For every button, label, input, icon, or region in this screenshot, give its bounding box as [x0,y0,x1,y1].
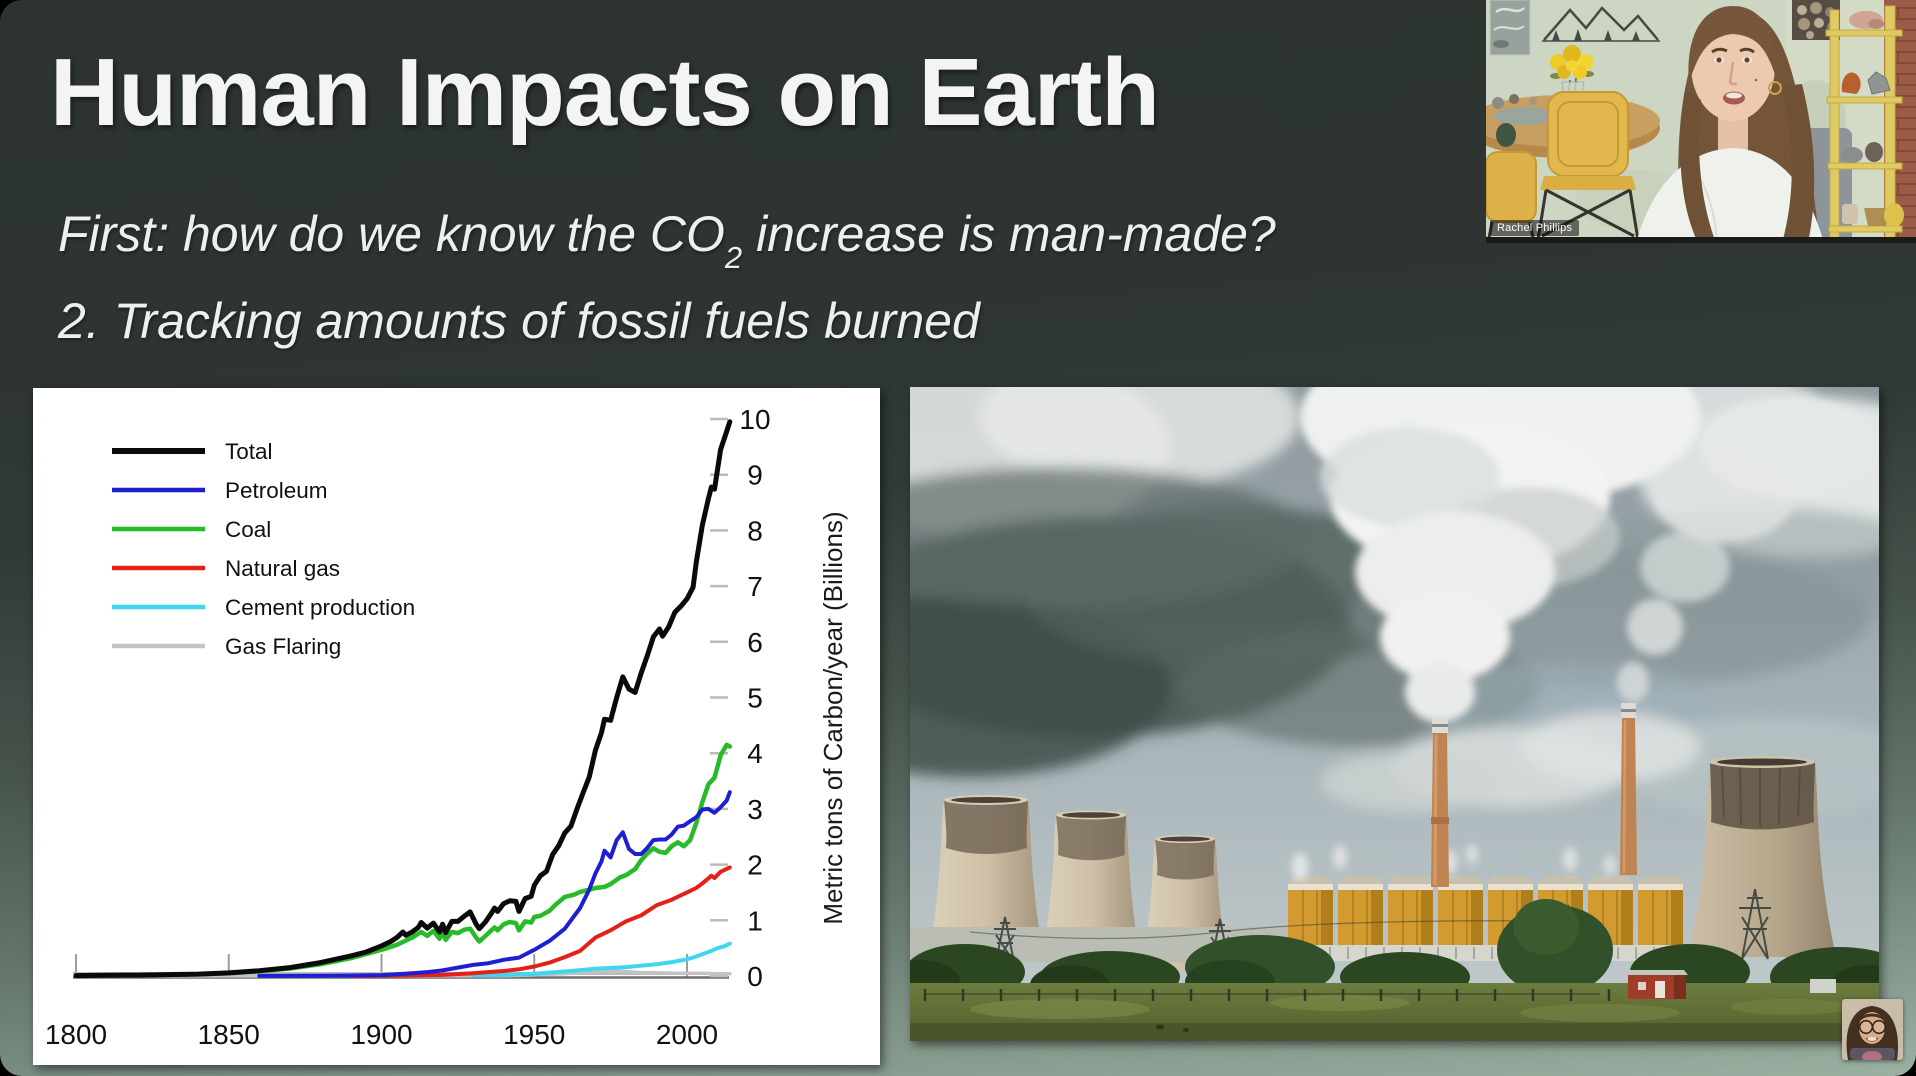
emissions-chart-panel: 1800 1850 1900 1950 2000 0 1 2 3 4 5 6 7 8 9 10 Metric t… [33,388,880,1065]
hoop-earring [1768,81,1782,95]
y-tick-label-4: 4 [747,738,763,769]
steam-wisps [1292,844,1616,881]
co2-subscript: 2 [724,240,743,275]
y-tick-label-1: 1 [747,905,763,936]
subtitle-text: First: how do we know the CO [58,206,725,262]
x-tick-label-1900: 1900 [350,1019,412,1050]
subtitle-line-1: First: how do we know the CO2 increase i… [58,205,1276,275]
legend-label-coal: Coal [225,517,271,542]
subtitle-text-suffix: increase is man-made? [742,206,1276,262]
cooling-tower-right [1688,756,1836,957]
y-tick-label-5: 5 [747,683,763,714]
power-plant-photo [910,387,1879,1041]
hair-strand-right [1782,84,1815,243]
y-tick-label-7: 7 [747,571,763,602]
grass-field [910,983,1879,1041]
series-line-petroleum [257,790,732,978]
ladder-shelf [1825,5,1904,243]
page-title: Human Impacts on Earth [50,39,1160,146]
x-tick-label-2000: 2000 [656,1019,718,1050]
series-line-total [73,419,733,979]
y-tick-label-10: 10 [739,404,770,435]
farm-shed [1626,970,1836,999]
avatar-image [1842,999,1903,1060]
power-plant-scene [910,387,1879,1041]
wall-poster [1489,0,1531,56]
boiler-block [1338,876,1383,945]
subtitle-line-2: 2. Tracking amounts of fossil fuels burn… [58,293,980,349]
webcam-bottom-bar [1486,237,1916,243]
x-tick-label-1850: 1850 [198,1019,260,1050]
boiler-block [1388,876,1433,945]
avatar-thumbnail[interactable] [1842,999,1903,1060]
series-line-natural-gas [348,865,732,978]
series-line-cement-production [471,941,732,978]
yellow-chair-center [1536,91,1640,241]
boiler-block [1288,876,1333,945]
hair-strand-left [1680,90,1716,243]
emissions-line-chart: 1800 1850 1900 1950 2000 0 1 2 3 4 5 6 7 8 9 10 Metric t… [45,404,848,1050]
legend-label-petroleum: Petroleum [225,478,328,503]
webcam-scene [1486,0,1916,243]
boiler-block [1638,876,1683,945]
hair-front [1688,6,1778,84]
y-tick-label-2: 2 [747,850,763,881]
series-line-coal [73,742,733,978]
smokestack-right [1620,703,1637,875]
boiler-block [1438,876,1483,945]
participant-name-label: Rachel Phillips [1490,220,1580,236]
smokestack-left [1431,717,1449,887]
y-tick-label-6: 6 [747,627,763,658]
legend-label-cement-production: Cement production [225,595,415,620]
steam-plume-right [1617,397,1879,702]
legend-label-total: Total [225,439,273,464]
steam-plume-main [1300,387,1700,722]
x-tick-label-1800: 1800 [45,1019,107,1050]
legend-label-gas-flaring: Gas Flaring [225,634,341,659]
boiler-buildings [910,876,1690,962]
y-tick-label-8: 8 [747,515,763,546]
x-tick-label-1950: 1950 [503,1019,565,1050]
fence [923,989,1611,1001]
webcam-person [1636,6,1824,243]
mountain-wall-art-icon [1542,6,1660,42]
y-axis-title: Metric tons of Carbon/year (Billions) [818,511,848,924]
y-tick-label-0: 0 [747,961,763,992]
webcam-tile[interactable]: Rachel Phillips [1486,0,1916,243]
y-tick-label-3: 3 [747,794,763,825]
legend-label-natural-gas: Natural gas [225,556,340,581]
y-tick-label-9: 9 [747,460,763,491]
